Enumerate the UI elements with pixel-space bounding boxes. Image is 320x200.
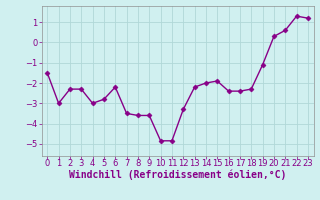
X-axis label: Windchill (Refroidissement éolien,°C): Windchill (Refroidissement éolien,°C) <box>69 169 286 180</box>
